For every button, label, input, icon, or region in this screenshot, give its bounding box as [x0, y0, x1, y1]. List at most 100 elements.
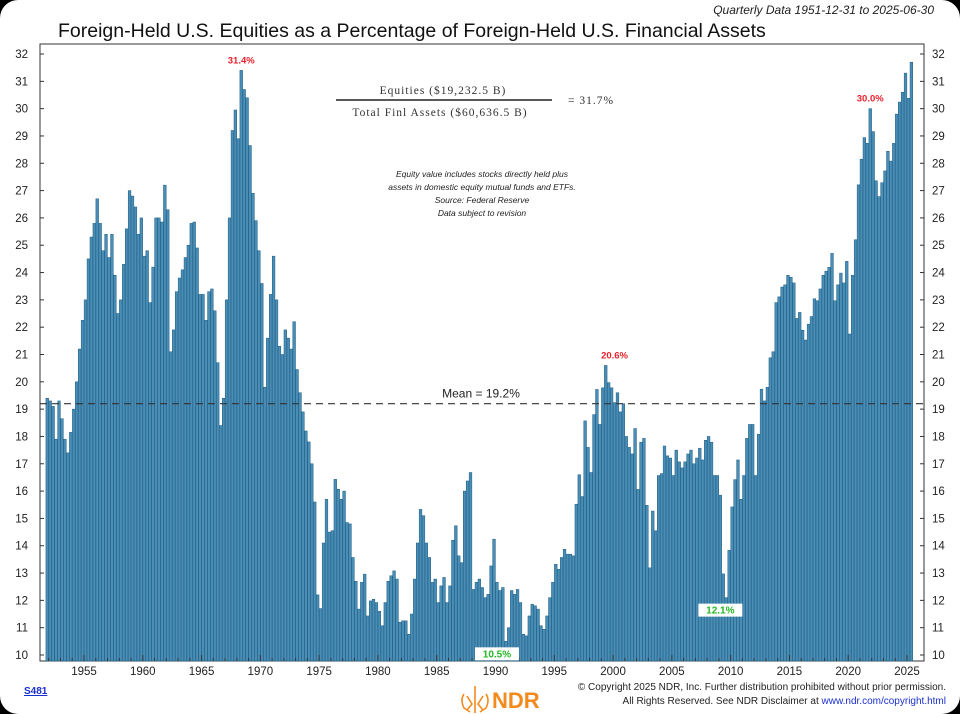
disclaimer-link[interactable]: www.ndr.com/copyright.html [821, 696, 947, 707]
bar [216, 362, 220, 662]
bar [574, 503, 578, 662]
x-tick-label: 1970 [248, 666, 274, 678]
bar [321, 542, 326, 662]
bar [551, 582, 555, 662]
x-tick-label: 2010 [718, 666, 744, 678]
bar [615, 392, 620, 662]
bar [733, 479, 737, 662]
bar [98, 223, 102, 662]
annotations: 31.4% 20.6% 30.0% 10.5% 12.1% [228, 55, 884, 661]
bar [651, 510, 655, 662]
bar [436, 602, 440, 662]
bar [354, 580, 358, 662]
bar [192, 221, 196, 662]
y-tick-label-left: 12 [15, 595, 28, 607]
bar [827, 267, 831, 662]
note-line: Source: Federal Reserve [435, 195, 530, 205]
bar [224, 299, 229, 662]
bar [468, 472, 473, 662]
bar [301, 411, 305, 662]
y-tick-label-left: 19 [15, 404, 28, 416]
bar [445, 602, 449, 662]
bar [524, 635, 528, 662]
bar [127, 190, 132, 662]
y-tick-label-right: 30 [932, 104, 945, 116]
bar [454, 525, 458, 662]
x-tick-label: 2005 [659, 666, 685, 678]
bar [792, 282, 796, 662]
bar [780, 286, 784, 662]
bar [686, 453, 690, 662]
bars-group [45, 61, 913, 662]
ratio-result: = 31.7% [568, 95, 614, 107]
bar [233, 109, 237, 662]
bar [665, 455, 670, 662]
bar [260, 283, 264, 662]
bar [139, 217, 143, 662]
bar [695, 457, 699, 662]
bar [163, 184, 167, 662]
bar [107, 257, 111, 662]
x-tick-label: 1975 [306, 666, 332, 678]
bar [621, 403, 625, 662]
bar [280, 354, 284, 662]
bar [674, 449, 678, 662]
bar [900, 92, 905, 662]
ratio-box: Equities ($19,232.5 B) Total Finl Assets… [336, 84, 614, 119]
bar [72, 408, 76, 662]
bar [404, 620, 408, 662]
bar [104, 234, 108, 662]
bar [671, 475, 675, 662]
chart-title: Foreign-Held U.S. Equities as a Percenta… [58, 20, 766, 42]
bar [645, 505, 649, 662]
y-tick-label-left: 29 [15, 131, 28, 143]
bar [51, 406, 55, 662]
bar [283, 329, 287, 662]
bar [592, 414, 596, 662]
y-tick-label-right: 23 [932, 295, 945, 307]
y-tick-label-left: 30 [15, 104, 28, 116]
bar [633, 428, 637, 662]
x-tick-label: 1985 [424, 666, 450, 678]
bar [759, 388, 764, 662]
y-tick-label-left: 28 [15, 158, 28, 170]
bar [113, 275, 117, 662]
bar [198, 294, 202, 662]
bar [269, 294, 273, 662]
bar [63, 438, 67, 662]
y-tick-label-left: 24 [15, 268, 28, 280]
bar [463, 490, 467, 662]
bar [374, 602, 379, 662]
bar [342, 490, 346, 662]
bar [739, 499, 743, 662]
bar [489, 565, 493, 662]
bar [730, 506, 734, 662]
bar [571, 555, 575, 662]
bar [166, 209, 170, 662]
bar [271, 255, 276, 662]
bar [371, 599, 376, 662]
bar [604, 365, 608, 662]
bar [48, 400, 52, 662]
bar [642, 438, 646, 662]
bar [657, 475, 661, 662]
bar [839, 272, 843, 662]
chart-id-link[interactable]: S481 [24, 686, 48, 697]
bar [801, 329, 805, 662]
bar [80, 320, 85, 662]
bull-bear-icon [461, 686, 489, 713]
bar [257, 250, 261, 662]
source-notes: Equity value includes stocks directly he… [388, 169, 576, 218]
bar [601, 387, 605, 662]
bar [92, 223, 96, 662]
bar [327, 531, 332, 662]
bar [909, 61, 913, 662]
bar [54, 438, 58, 662]
bar [410, 613, 414, 662]
bar [172, 329, 176, 662]
bar [451, 540, 455, 662]
bar [803, 339, 808, 662]
bar [892, 143, 896, 662]
y-tick-label-right: 19 [932, 404, 945, 416]
bar [627, 447, 631, 662]
